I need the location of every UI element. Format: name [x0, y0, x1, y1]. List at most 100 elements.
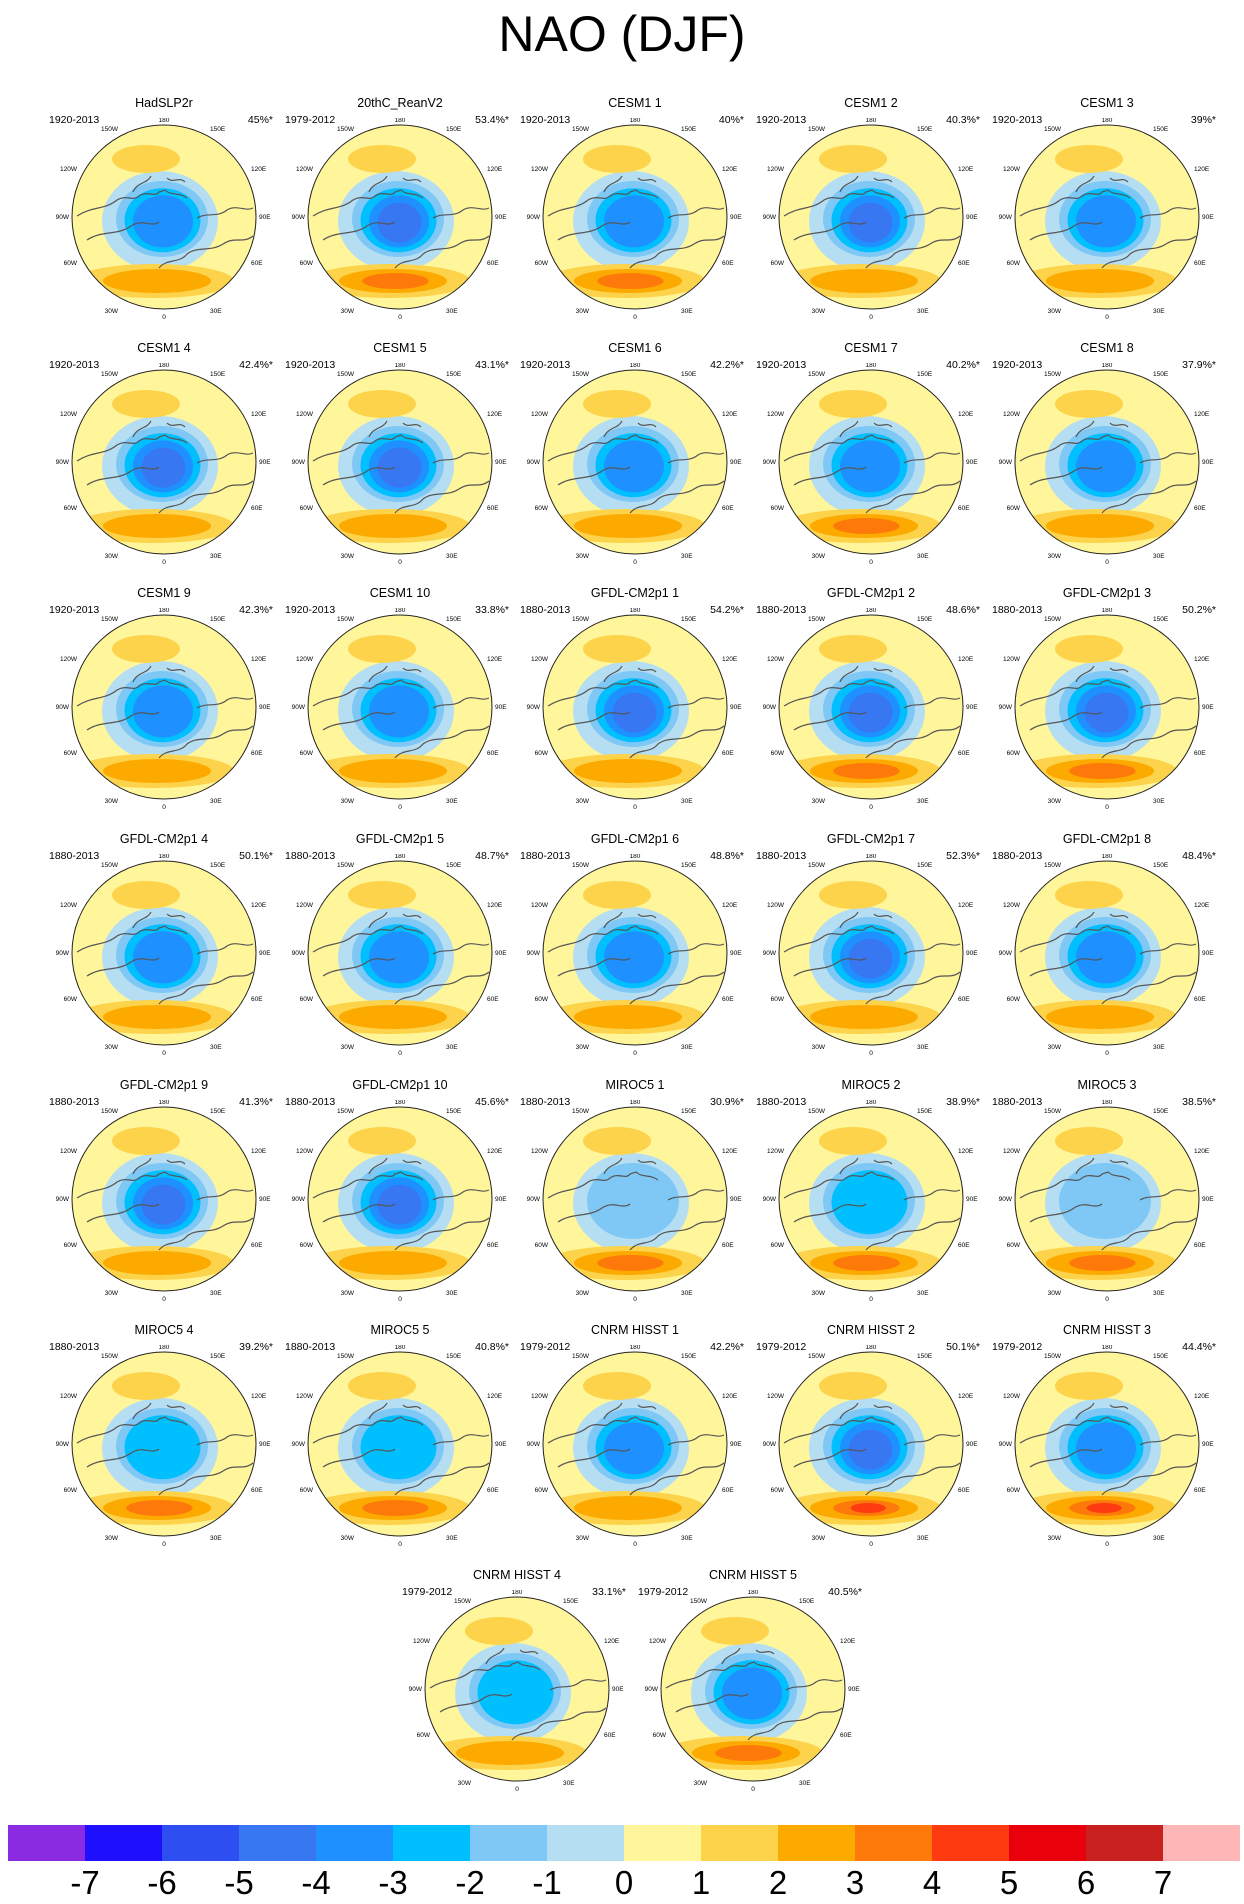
- longitude-label-sw1: 60W: [1007, 996, 1021, 1003]
- longitude-label-west: 90W: [763, 214, 777, 221]
- map-panel: GFDL-CM2p1 2 1880-2013 48.6%* 180 0 90W 90E 150…: [754, 586, 988, 830]
- negative-anomaly-contour: [587, 1163, 679, 1239]
- longitude-label-nw2: 120W: [531, 656, 549, 663]
- longitude-label-se2: 30E: [1153, 553, 1165, 560]
- longitude-label-bottom: 0: [398, 804, 402, 811]
- positive-anomaly-contour: [833, 763, 900, 779]
- longitude-label-top: 180: [866, 363, 877, 369]
- panel-period: 1880-2013: [520, 1096, 571, 1108]
- longitude-label-se1: 60E: [487, 1487, 499, 1494]
- panel-period: 1880-2013: [49, 850, 100, 862]
- coastlines: [1019, 175, 1197, 269]
- longitude-label-nw1: 150W: [572, 1108, 590, 1115]
- colorbar-tick-label: 1: [691, 1864, 711, 1901]
- longitude-label-east: 90E: [1202, 704, 1214, 711]
- longitude-label-sw1: 60W: [300, 1487, 314, 1494]
- longitude-label-bottom: 0: [869, 1541, 873, 1548]
- longitude-label-nw1: 150W: [337, 126, 355, 133]
- longitude-label-top: 180: [1102, 1100, 1113, 1106]
- map-boundary: [71, 369, 257, 555]
- map-panel: GFDL-CM2p1 5 1880-2013 48.7%* 180 0 90W 90E 150…: [283, 832, 517, 1076]
- longitude-label-east: 90E: [966, 214, 978, 221]
- panel-period: 1920-2013: [49, 114, 100, 126]
- longitude-label-nw1: 150W: [337, 1353, 355, 1360]
- polar-map: 180 0 90W 90E 150W 120W 60W 30W 150E 120E 60E 30E: [763, 854, 979, 1057]
- panel-title: CNRM HISST 1: [591, 1323, 679, 1337]
- longitude-label-se2: 30E: [210, 1535, 222, 1542]
- longitude-label-sw2: 30W: [576, 1535, 590, 1542]
- longitude-label-west: 90W: [56, 704, 70, 711]
- longitude-label-se1: 60E: [251, 1487, 263, 1494]
- longitude-label-bottom: 0: [398, 314, 402, 321]
- longitude-label-nw2: 120W: [531, 1148, 549, 1155]
- map-panel: CESM1 8 1920-2013 37.9%* 180 0 90W 90E 150W 120W…: [990, 341, 1224, 585]
- colorbar-swatch: [1086, 1825, 1163, 1861]
- longitude-label-sw2: 30W: [812, 308, 826, 315]
- polar-map: 180 0 90W 90E 150W 120W 60W 30W 150E 120E 60E 30E: [292, 854, 508, 1057]
- longitude-label-ne2: 120E: [604, 1638, 620, 1645]
- map-boundary: [542, 1351, 728, 1537]
- colorbar-swatch: [393, 1825, 470, 1861]
- map-panel: CESM1 3 1920-2013 39%* 180 0 90W 90E 150W 120W 60…: [990, 96, 1224, 340]
- longitude-label-ne2: 120E: [722, 166, 738, 173]
- polar-map: 180 0 90W 90E 150W 120W 60W 30W 150E 120E 60E 30E: [763, 118, 979, 321]
- longitude-label-sw1: 60W: [771, 750, 785, 757]
- map-panel: GFDL-CM2p1 8 1880-2013 48.4%* 180 0 90W 90E 150…: [990, 832, 1224, 1076]
- longitude-label-nw2: 120W: [531, 411, 549, 418]
- longitude-label-ne2: 120E: [840, 1638, 856, 1645]
- panel-variance-explained: 30.9%*: [710, 1096, 744, 1108]
- polar-map: 180 0 90W 90E 150W 120W 60W 30W 150E 120E 60E 30E: [527, 608, 743, 811]
- longitude-label-se2: 30E: [1153, 798, 1165, 805]
- panel-period: 1920-2013: [285, 359, 336, 371]
- longitude-label-nw2: 120W: [767, 902, 785, 909]
- map-boundary: [778, 124, 964, 310]
- longitude-label-bottom: 0: [633, 1050, 637, 1057]
- longitude-label-east: 90E: [730, 704, 742, 711]
- polar-map: 180 0 90W 90E 150W 120W 60W 30W 150E 120E 60E 30E: [999, 118, 1215, 321]
- polar-map: 180 0 90W 90E 150W 120W 60W 30W 150E 120E 60E 30E: [56, 1345, 272, 1548]
- longitude-label-top: 180: [1102, 1345, 1113, 1351]
- coastlines: [76, 1157, 254, 1251]
- longitude-label-bottom: 0: [162, 559, 166, 566]
- colorbar-swatch: [470, 1825, 547, 1861]
- negative-anomaly-contour: [831, 1170, 908, 1235]
- longitude-label-nw2: 120W: [767, 1148, 785, 1155]
- longitude-label-nw1: 150W: [337, 862, 355, 869]
- longitude-label-ne2: 120E: [1194, 411, 1210, 418]
- longitude-label-top: 180: [630, 118, 641, 124]
- map-panel: GFDL-CM2p1 10 1880-2013 45.6%* 180 0 90W 90E 15…: [283, 1078, 517, 1322]
- longitude-label-se1: 60E: [251, 505, 263, 512]
- longitude-label-east: 90E: [259, 214, 271, 221]
- map-panel: CESM1 7 1920-2013 40.2%* 180 0 90W 90E 150W 120W…: [754, 341, 988, 585]
- longitude-label-ne1: 150E: [1153, 862, 1169, 869]
- negative-anomaly-contour: [1084, 692, 1129, 733]
- longitude-label-east: 90E: [730, 459, 742, 466]
- longitude-label-ne1: 150E: [210, 371, 226, 378]
- longitude-label-west: 90W: [527, 704, 541, 711]
- panel-period: 1920-2013: [992, 359, 1043, 371]
- longitude-label-ne1: 150E: [681, 616, 697, 623]
- panel-period: 1880-2013: [285, 1096, 336, 1108]
- longitude-label-se2: 30E: [446, 1044, 458, 1051]
- panel-variance-explained: 45%*: [247, 114, 273, 126]
- longitude-label-ne1: 150E: [1153, 1108, 1169, 1115]
- colorbar-swatch: [624, 1825, 701, 1861]
- longitude-label-ne2: 120E: [1194, 1393, 1210, 1400]
- longitude-label-east: 90E: [730, 1196, 742, 1203]
- longitude-label-nw1: 150W: [572, 616, 590, 623]
- pacific-positive-contour: [583, 881, 651, 909]
- longitude-label-bottom: 0: [162, 1050, 166, 1057]
- colorbar-tick-label: -4: [301, 1864, 331, 1901]
- map-panel: MIROC5 5 1880-2013 40.8%* 180 0 90W 90E 150W 120…: [283, 1323, 517, 1567]
- longitude-label-se2: 30E: [917, 1290, 929, 1297]
- longitude-label-nw2: 120W: [296, 1148, 314, 1155]
- panel-variance-explained: 45.6%*: [475, 1096, 509, 1108]
- map-panel: HadSLP2r 1920-2013 45%* 180 0 90W 90E 150W 120W 6…: [47, 96, 281, 340]
- panel-period: 1979-2012: [285, 114, 336, 126]
- negative-anomaly-contour: [848, 692, 893, 733]
- longitude-label-se2: 30E: [681, 1044, 693, 1051]
- longitude-label-west: 90W: [645, 1686, 659, 1693]
- longitude-label-sw1: 60W: [64, 505, 78, 512]
- longitude-label-ne2: 120E: [1194, 902, 1210, 909]
- longitude-label-east: 90E: [495, 459, 507, 466]
